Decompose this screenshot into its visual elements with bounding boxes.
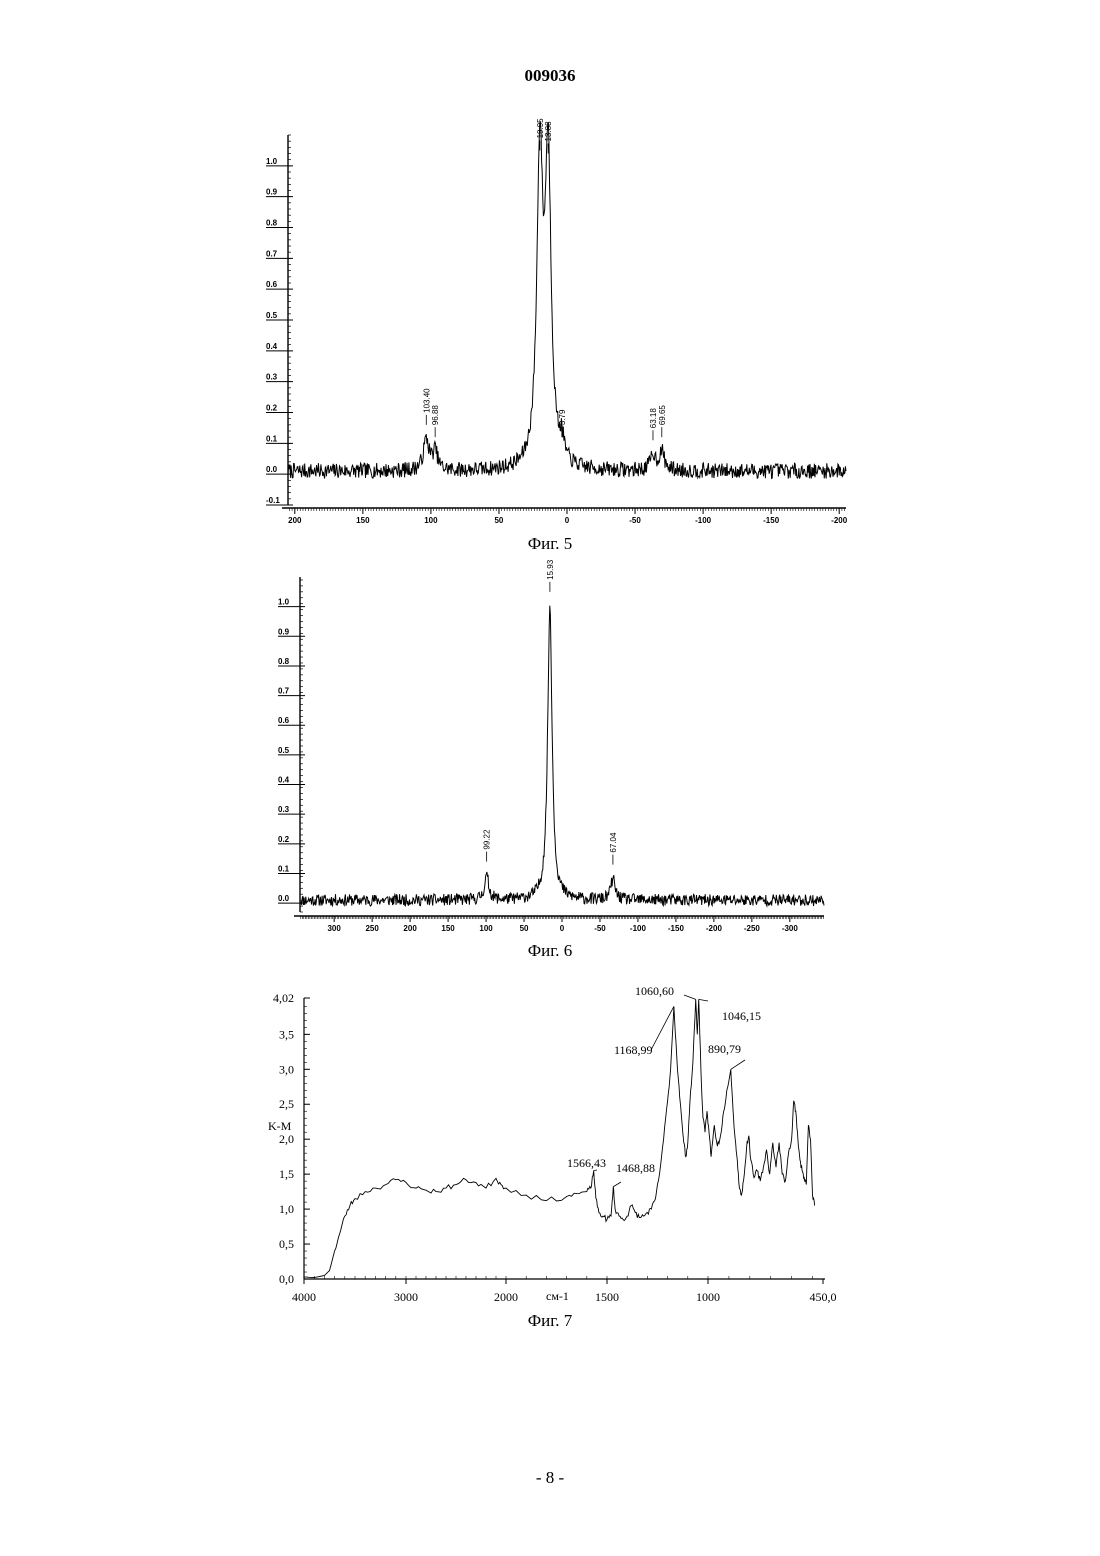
- page-number: - 8 -: [0, 1468, 1100, 1488]
- y-tick-label: 3,5: [279, 1027, 294, 1041]
- y-tick-label: 1,0: [279, 1202, 294, 1216]
- x-axis-label: см-1: [546, 1289, 569, 1303]
- y-tick-label: 0,5: [279, 1237, 294, 1251]
- x-tick-label: 3000: [394, 1290, 418, 1304]
- annotation-leader: [731, 1060, 745, 1069]
- annotation-leader: [684, 995, 696, 999]
- figure-7-caption: Фиг. 7: [0, 1311, 1100, 1331]
- annotation-leader: [651, 1006, 674, 1050]
- annotation-label: 1060,60: [635, 984, 674, 998]
- y-tick-label: 1,5: [279, 1167, 294, 1181]
- y-tick-label: 3,0: [279, 1062, 294, 1076]
- x-tick-label: 450,0: [810, 1290, 837, 1304]
- y-tick-label: 0,0: [279, 1272, 294, 1286]
- figure-7-ir-spectrum: 0,0 0,5 1,0 1,5 2,0 2,5 3,0 3,5 4,02 4000 3000 2000…: [0, 0, 1100, 1330]
- annotation-label: 1468,88: [616, 1161, 655, 1175]
- annotation-label: 890,79: [708, 1042, 741, 1056]
- x-tick-label: 2000: [494, 1290, 518, 1304]
- annotation-label: 1566,43: [567, 1156, 606, 1170]
- y-tick-label: 4,02: [273, 991, 294, 1005]
- annotation-leader: [594, 1170, 597, 1171]
- x-tick-label: 4000: [292, 1290, 316, 1304]
- y-tick-label: 2,0: [279, 1132, 294, 1146]
- y-axis-label: K-M: [268, 1119, 292, 1133]
- x-tick-label: 1500: [595, 1290, 619, 1304]
- annotation-leader: [699, 999, 708, 1001]
- annotation-label: 1168,99: [614, 1043, 653, 1057]
- annotation-label: 1046,15: [722, 1009, 761, 1023]
- x-tick-label: 1000: [696, 1290, 720, 1304]
- annotation-leader: [613, 1182, 621, 1187]
- y-tick-label: 2,5: [279, 1097, 294, 1111]
